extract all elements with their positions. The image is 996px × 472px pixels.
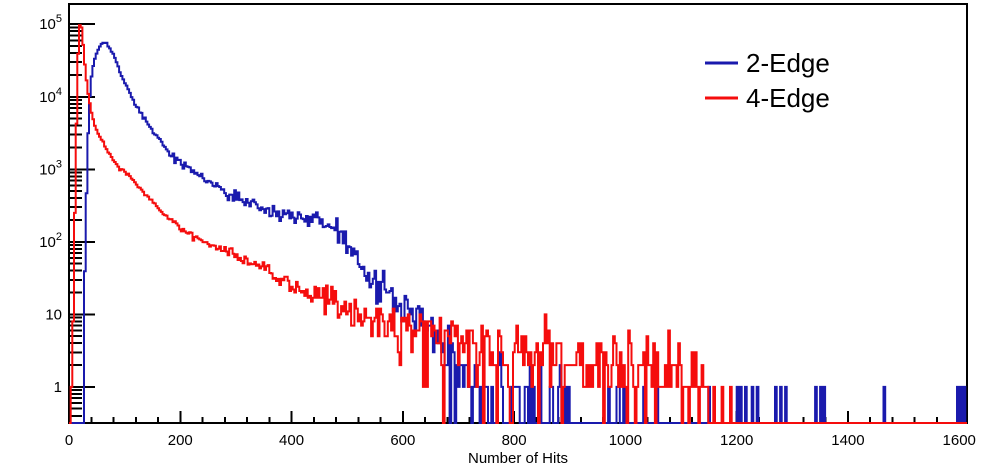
y-tick-label: 102 bbox=[39, 231, 62, 251]
y-tick-label: 105 bbox=[39, 13, 62, 33]
x-tick-label: 1000 bbox=[609, 432, 642, 449]
x-axis-tick-labels: 0 200 400 600 800 1000 1200 1400 1600 bbox=[65, 432, 976, 449]
legend-item-4-edge: 4-Edge bbox=[705, 83, 830, 113]
legend-label: 2-Edge bbox=[746, 48, 830, 78]
x-tick-label: 0 bbox=[65, 432, 73, 449]
x-axis-label: Number of Hits bbox=[468, 450, 568, 467]
y-axis-tick-labels: 1 10 102 103 104 105 bbox=[39, 13, 62, 396]
y-tick-label: 10 bbox=[45, 306, 62, 323]
legend: 2-Edge 4-Edge bbox=[705, 48, 830, 113]
plot-frame bbox=[68, 3, 968, 424]
x-tick-label: 1200 bbox=[720, 432, 753, 449]
series-2-edge bbox=[69, 41, 967, 424]
y-tick-label: 103 bbox=[39, 158, 62, 178]
x-tick-label: 600 bbox=[390, 432, 415, 449]
y-axis-ticks bbox=[69, 23, 95, 417]
y-tick-label: 1 bbox=[54, 379, 62, 396]
legend-label: 4-Edge bbox=[746, 83, 830, 113]
x-tick-label: 400 bbox=[279, 432, 304, 449]
x-tick-label: 1400 bbox=[831, 432, 864, 449]
legend-item-2-edge: 2-Edge bbox=[705, 48, 830, 78]
x-tick-label: 1600 bbox=[943, 432, 976, 449]
x-tick-label: 800 bbox=[502, 432, 527, 449]
series-4-edge bbox=[69, 24, 967, 424]
x-tick-label: 200 bbox=[168, 432, 193, 449]
y-tick-label: 104 bbox=[39, 86, 62, 106]
